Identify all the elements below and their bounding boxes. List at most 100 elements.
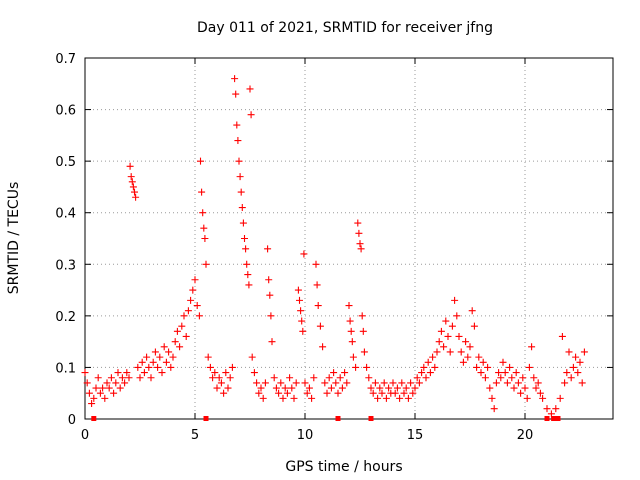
data-point (444, 332, 452, 340)
data-point (574, 369, 582, 377)
data-point (92, 384, 100, 392)
data-point (234, 137, 242, 145)
data-point (123, 369, 131, 377)
data-point (244, 271, 252, 279)
data-point (220, 389, 228, 397)
data-point (357, 245, 365, 253)
data-point (404, 394, 412, 402)
data-point (363, 363, 371, 371)
data-point (136, 374, 144, 382)
data-point (346, 317, 354, 325)
data-point (279, 394, 287, 402)
x-tick-label: 20 (517, 428, 534, 443)
data-point (359, 327, 367, 335)
data-point (352, 363, 360, 371)
data-point (321, 379, 329, 387)
data-point (484, 363, 492, 371)
baseline-marker (551, 416, 557, 421)
data-point (94, 374, 102, 382)
data-point (347, 327, 355, 335)
data-point (565, 348, 573, 356)
data-point (327, 384, 335, 392)
data-point (118, 374, 126, 382)
data-point (213, 384, 221, 392)
data-point (371, 379, 379, 387)
data-point (525, 363, 533, 371)
data-point (154, 363, 162, 371)
data-point (85, 389, 93, 397)
data-point (134, 363, 142, 371)
data-point (259, 394, 267, 402)
data-point (435, 338, 443, 346)
data-point (184, 307, 192, 315)
data-point (265, 276, 273, 284)
data-point (294, 286, 302, 294)
data-point (88, 400, 96, 408)
data-point (105, 384, 113, 392)
y-tick-label: 0.1 (55, 361, 76, 376)
data-point (479, 358, 487, 366)
plot-frame (84, 57, 614, 420)
data-point (241, 235, 248, 242)
y-tick-label: 0 (68, 413, 76, 428)
data-point (143, 353, 151, 361)
data-point (426, 369, 434, 377)
data-point (420, 363, 428, 371)
data-point (239, 219, 247, 227)
baseline-marker (335, 416, 341, 421)
data-point (365, 374, 373, 382)
y-tick-label: 0.6 (55, 104, 76, 119)
data-point (261, 379, 269, 387)
data-point (413, 374, 421, 382)
data-point (112, 379, 120, 387)
data-point (301, 379, 309, 387)
data-point (433, 348, 441, 356)
data-point (103, 379, 111, 387)
data-point (101, 394, 109, 402)
data-point (338, 384, 346, 392)
data-point (422, 374, 430, 382)
data-point (197, 157, 204, 165)
data-point (126, 162, 134, 170)
data-point (167, 363, 175, 371)
data-point (389, 379, 397, 387)
data-point (380, 379, 388, 387)
data-point (160, 343, 168, 351)
data-point (418, 369, 426, 377)
data-point (253, 379, 261, 387)
data-point (440, 343, 448, 351)
data-point (314, 302, 322, 310)
data-point (268, 338, 276, 346)
x-tick-label: 0 (81, 428, 89, 443)
data-point (299, 327, 307, 335)
data-point (162, 358, 170, 366)
data-point (83, 379, 91, 387)
data-point (189, 286, 197, 294)
data-point (228, 363, 236, 371)
data-point (569, 363, 577, 371)
data-point (242, 245, 250, 253)
data-point (198, 188, 206, 196)
data-point (96, 389, 104, 397)
data-point (477, 369, 485, 377)
data-point (217, 379, 225, 387)
data-point (341, 369, 349, 377)
data-point (250, 369, 258, 377)
data-point (415, 379, 423, 387)
data-point (147, 374, 155, 382)
data-point (132, 193, 140, 201)
data-point (407, 379, 415, 387)
data-point (131, 188, 138, 196)
data-point (165, 348, 173, 356)
data-point (211, 369, 219, 377)
baseline-marker (368, 416, 374, 421)
x-tick-label: 10 (297, 428, 314, 443)
data-point (354, 219, 362, 227)
data-point (517, 389, 525, 397)
data-point (195, 312, 203, 320)
data-point (468, 307, 476, 315)
data-point (576, 358, 584, 366)
data-point (499, 358, 507, 366)
data-point (510, 384, 518, 392)
data-point (236, 173, 244, 181)
